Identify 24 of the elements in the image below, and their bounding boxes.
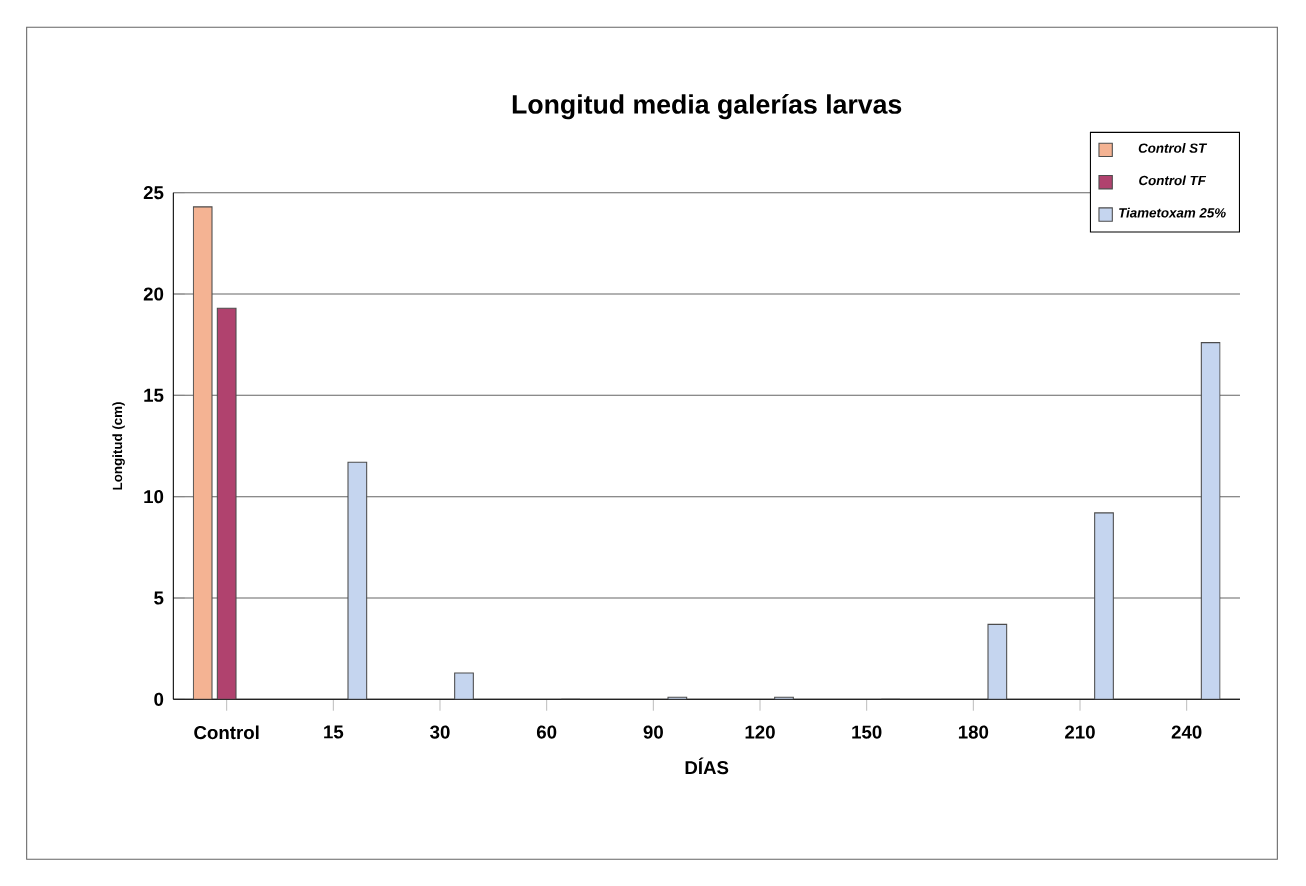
x-axis-title: DÍAS [685,757,729,775]
y-tick-label: 15 [144,388,164,402]
bar [1200,342,1221,700]
bar [192,206,213,700]
y-tick-label: 10 [144,490,164,504]
y-tick-label: 0 [154,692,164,706]
x-tick-label: 15 [324,725,344,739]
x-tick-label: 240 [1171,725,1202,739]
y-tick-label: 20 [143,287,164,301]
x-tick-label: Control [194,725,259,740]
bar [347,461,368,700]
x-tick-label: 150 [852,725,882,739]
x-tick-label: 120 [745,725,775,739]
x-tick-label: 90 [643,725,663,739]
bar [987,623,1008,700]
x-tick-label: 180 [958,725,989,739]
x-tick-label: 210 [1065,725,1095,739]
bar [1094,512,1114,700]
y-tick-label: 25 [143,186,164,200]
chart-title: Longitud media galerías larvas [512,94,902,120]
x-tick-label: 60 [536,725,557,739]
x-tick-label: 30 [430,725,450,739]
y-tick-label: 5 [154,591,164,605]
bar [454,672,474,700]
